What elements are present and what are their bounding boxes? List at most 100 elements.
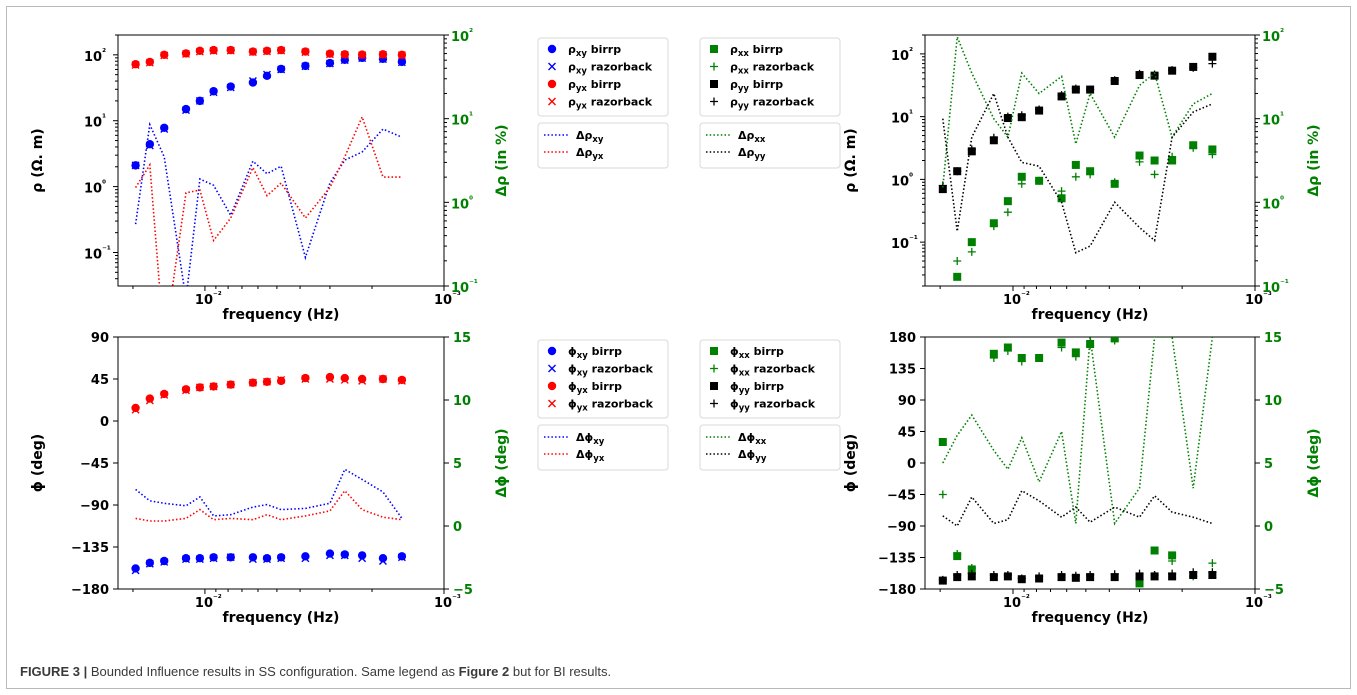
- data-point: [1017, 179, 1026, 188]
- x-tick-label: 10⁻²: [195, 594, 222, 611]
- y-tick-label: 0: [100, 415, 109, 430]
- data-point: [1057, 338, 1066, 347]
- data-point: [248, 48, 257, 57]
- x-axis-label: frequency (Hz): [1032, 610, 1149, 626]
- data-point: [263, 377, 271, 386]
- data-point: [301, 554, 310, 563]
- data-point: [1110, 178, 1119, 187]
- data-point: [989, 354, 998, 362]
- caption-text: Bounded Influence results in SS configur…: [87, 664, 459, 679]
- y2-tick-label: 5: [453, 457, 462, 472]
- data-point: [1208, 568, 1217, 577]
- y2-tick-label: 10²: [451, 28, 473, 45]
- x-axis-label: frequency (Hz): [1032, 307, 1149, 323]
- data-point: [953, 550, 962, 558]
- y2-tick-label: 10: [1264, 394, 1282, 409]
- data-point: [160, 51, 169, 60]
- legend-label: Δϕxy: [576, 431, 605, 447]
- caption-label: FIGURE 3 |: [20, 664, 88, 679]
- caption-figure-ref[interactable]: Figure 2: [458, 664, 510, 679]
- data-point: [1003, 208, 1012, 217]
- data-point: [277, 65, 286, 74]
- data-point: [397, 58, 406, 67]
- series-line: [942, 337, 1214, 526]
- data-point: [1110, 76, 1119, 85]
- y-tick-label: 10¹: [891, 110, 913, 127]
- legend-label: ρxx razorback: [730, 61, 815, 77]
- data-point: [325, 50, 334, 59]
- legend-marker: [710, 45, 718, 53]
- y-tick-label: −90: [80, 499, 109, 514]
- data-point: [1150, 170, 1159, 179]
- data-point: [248, 555, 257, 564]
- data-point: [1150, 546, 1159, 555]
- x-tick-label: 10⁻²: [1003, 291, 1030, 308]
- legend-label: Δρxy: [576, 129, 604, 145]
- legend-marker: [547, 346, 557, 356]
- data-point: [967, 247, 976, 256]
- legend-marker: [710, 399, 718, 408]
- y-tick-label: 10⁰: [84, 180, 106, 197]
- y-tick-label: 90: [91, 331, 109, 346]
- data-point: [1189, 63, 1198, 72]
- series-line: [942, 36, 1213, 188]
- data-point: [1110, 337, 1119, 345]
- legend-box: [537, 339, 669, 419]
- chart-panel-bottom-left: 10⁻² 10⁻³ frequency (Hz) 90 45 0 −45 −90 −135 −18…: [30, 331, 510, 626]
- data-point: [301, 375, 310, 383]
- y2-tick-label: 0: [1264, 520, 1273, 535]
- data-point: [1168, 66, 1177, 75]
- data-point: [145, 396, 154, 405]
- data-point: [1110, 570, 1119, 579]
- legend-marker: [547, 79, 557, 89]
- data-point: [209, 554, 218, 563]
- data-point: [209, 382, 218, 391]
- data-point: [967, 569, 976, 578]
- legend-label: Δρxx: [738, 129, 766, 145]
- legend-label: ϕxy birrp: [568, 345, 622, 361]
- figure-caption: FIGURE 3 | Bounded Influence results in …: [20, 664, 611, 679]
- data-point: [1057, 343, 1066, 352]
- series-line: [134, 121, 403, 286]
- data-point: [1208, 559, 1217, 568]
- data-point: [953, 257, 962, 266]
- y-tick-label: 10⁰: [891, 172, 913, 189]
- data-point: [378, 375, 387, 383]
- data-point: [1135, 151, 1144, 160]
- legend-box: [537, 424, 669, 471]
- data-point: [1017, 111, 1026, 120]
- data-point: [301, 552, 310, 561]
- data-point: [195, 47, 204, 56]
- y2-tick-label: 10⁰: [451, 195, 473, 212]
- data-point: [1003, 347, 1012, 355]
- figure-canvas: 10⁻² 10⁻³ frequency (Hz) 10⁻¹ 10⁰ 10¹ 10² ρ (Ω.…: [30, 28, 1322, 626]
- data-point: [989, 571, 998, 579]
- data-point: [397, 51, 406, 60]
- data-point: [1035, 354, 1044, 362]
- data-point: [325, 372, 335, 382]
- legend-marker: [548, 364, 556, 373]
- data-point: [301, 62, 310, 71]
- data-point: [989, 133, 998, 142]
- y-tick-label: 135: [889, 363, 916, 378]
- data-point: [953, 167, 962, 176]
- y-tick-label: 10¹: [84, 114, 106, 131]
- y2-axis-label: Δϕ (deg): [1306, 428, 1322, 497]
- y-tick-label: 10²: [84, 48, 106, 65]
- data-point: [248, 77, 257, 86]
- y-tick-label: 45: [91, 373, 109, 388]
- data-point: [1003, 112, 1012, 121]
- data-point: [378, 50, 387, 59]
- legend-label: ρyx birrp: [568, 78, 621, 94]
- data-point: [1168, 569, 1177, 578]
- legend-label: ϕxx razorback: [730, 363, 816, 379]
- data-point: [953, 272, 962, 281]
- y-tick-label: 10²: [891, 47, 913, 64]
- data-point: [131, 403, 140, 413]
- data-point: [226, 380, 235, 389]
- y-tick-label: −135: [878, 552, 916, 567]
- y2-axis-label: Δρ (in %): [494, 124, 510, 196]
- y-tick-label: 180: [889, 331, 916, 346]
